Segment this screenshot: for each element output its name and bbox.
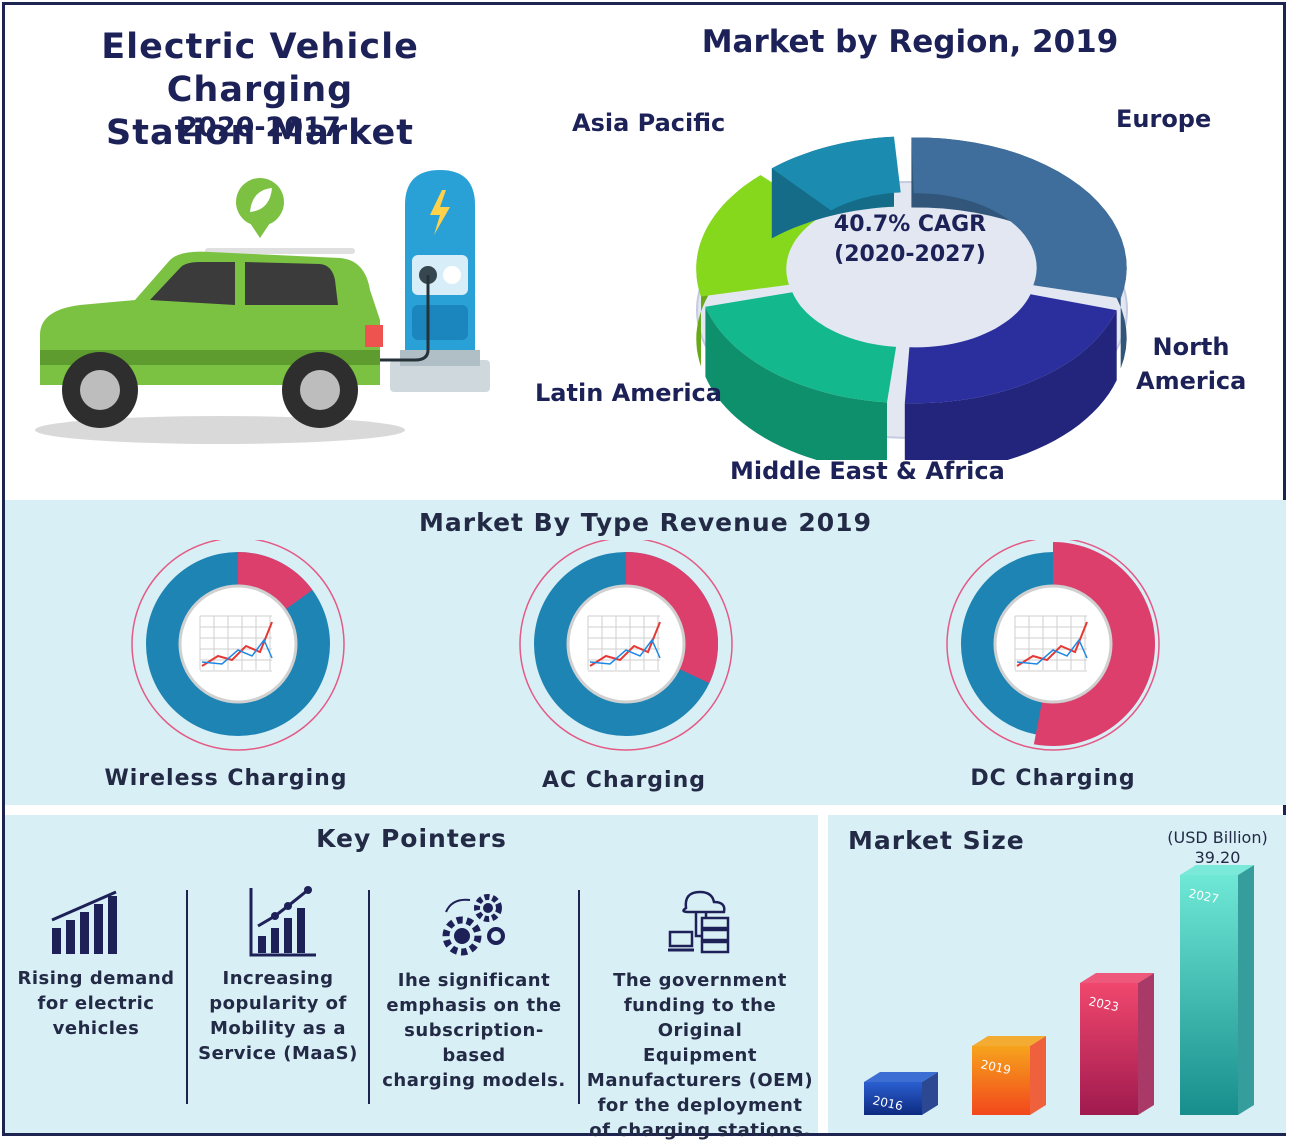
bar-chart-icon — [51, 890, 117, 954]
line-chart-icon — [1014, 615, 1088, 672]
type-donut-dc-charging — [946, 540, 1160, 751]
pointer-text-3: Ihe significant emphasis on the subscrip… — [382, 970, 566, 1091]
market-size-bar-label: 2019 — [979, 1057, 1012, 1077]
region-chart-title: Market by Region, 2019 — [701, 24, 1119, 60]
region-donut-chart — [696, 136, 1128, 460]
region-slice-asia-pacific — [911, 137, 1127, 369]
pointer-divider — [368, 890, 370, 1104]
charging-station-icon — [370, 170, 490, 392]
cloud-server-icon — [668, 890, 730, 954]
line-chart-icon — [199, 615, 273, 672]
market-size-unit: (USD Billion) 39.20 — [1160, 828, 1275, 868]
type-donut-wireless-charging — [131, 540, 345, 751]
type-donut-charts — [131, 540, 1160, 751]
market-size-bar-label: 2027 — [1187, 886, 1220, 906]
type-label-ac: AC Charging — [541, 768, 707, 793]
region-slice-latin-america — [771, 136, 901, 239]
growth-chart-icon — [249, 886, 316, 957]
gears-icon — [442, 894, 505, 956]
main-title: Electric Vehicle Charging Station Market — [101, 27, 419, 153]
line-chart-icon — [587, 615, 661, 672]
eco-leaf-icon — [236, 178, 284, 238]
region-slice-north-america — [705, 292, 897, 460]
cagr-label: 40.7% CAGR (2020-2027) — [833, 212, 987, 267]
main-years: 2020-2017 — [179, 112, 341, 143]
type-revenue-title: Market By Type Revenue 2019 — [419, 508, 872, 537]
region-slice-europe — [904, 294, 1117, 460]
market-size-bar-2027: 2027 — [1180, 865, 1254, 1115]
pointer-text-4: The government funding to the Original E… — [586, 970, 814, 1141]
key-pointers-title: Key Pointers — [316, 824, 507, 853]
region-label-latin-america: Latin America — [535, 379, 722, 407]
market-size-bar-label: 2016 — [871, 1093, 904, 1113]
market-size-bar-2023: 2023 — [1080, 973, 1154, 1115]
market-size-title: Market Size — [848, 826, 1025, 855]
pointer-divider — [578, 890, 580, 1104]
market-size-bar-2019: 2019 — [972, 1036, 1046, 1115]
pointer-text-1: Rising demand for electric vehicles — [17, 968, 175, 1039]
market-size-bar-chart: 2016 2019 2023 2027 — [864, 865, 1254, 1115]
region-label-mea: Middle East & Africa — [730, 457, 1005, 485]
pointer-text-2: Increasing popularity of Mobility as a S… — [198, 968, 358, 1064]
region-label-asia-pacific: Asia Pacific — [572, 109, 726, 137]
type-label-dc: DC Charging — [970, 766, 1136, 791]
market-size-top-value: 39.20 — [1194, 848, 1241, 867]
market-size-bar-2016: 2016 — [864, 1072, 938, 1115]
market-size-bar-label: 2023 — [1087, 994, 1120, 1014]
key-pointers-panel — [5, 815, 818, 1133]
electric-car-icon — [40, 248, 383, 428]
region-label-europe: Europe — [1116, 105, 1212, 133]
type-label-wireless: Wireless Charging — [104, 766, 348, 791]
type-donut-ac-charging — [519, 540, 733, 751]
pointer-divider — [186, 890, 188, 1104]
region-label-north-america: North America — [1136, 333, 1247, 395]
ev-charging-illustration — [35, 170, 490, 444]
